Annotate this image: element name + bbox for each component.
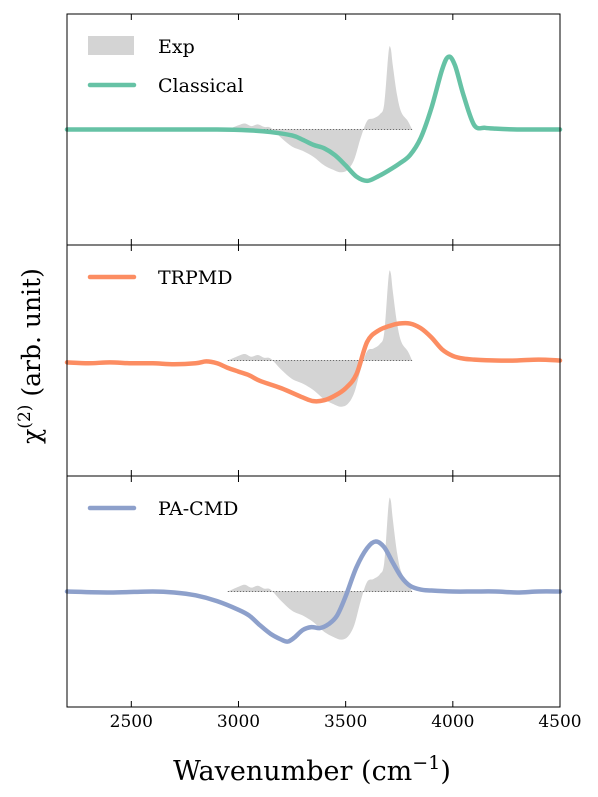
x-tick-label-3: 4000 — [431, 712, 474, 732]
panel-classical: Exp Classical — [64, 13, 563, 246]
legend-trpmd-label: TRPMD — [158, 267, 232, 289]
legend-exp-swatch — [88, 36, 134, 55]
x-tick-label-4: 4500 — [538, 712, 581, 732]
legend-classical-label: Classical — [158, 75, 244, 97]
x-tick-label-1: 3000 — [217, 712, 260, 732]
series-line-pacmd — [64, 539, 563, 644]
panel-frame-pacmd — [66, 475, 561, 708]
panel-trpmd: TRPMD — [64, 244, 563, 477]
x-axis-label: Wavenumber — [173, 756, 352, 787]
exp-area-trpmd — [227, 270, 413, 407]
y-axis-symbol: χ — [17, 429, 46, 444]
y-axis-title: χ(2) (arb. unit) — [15, 268, 46, 444]
x-axis-unit-close: ) — [440, 756, 451, 787]
y-axis-unit: (arb. unit) — [17, 268, 46, 404]
x-axis-unit: (cm — [361, 756, 412, 787]
x-tick-label-0: 2500 — [110, 712, 153, 732]
exp-area-pacmd — [227, 497, 413, 640]
legend-exp-label: Exp — [158, 36, 195, 58]
x-axis-title: Wavenumber (cm−1) — [173, 752, 451, 787]
panel-pacmd: PA-CMD — [64, 475, 563, 708]
legend-pacmd-label: PA-CMD — [158, 498, 238, 520]
x-tick-labels: 2500 3000 3500 4000 4500 — [110, 712, 582, 732]
x-axis-unit-exponent: −1 — [412, 752, 440, 774]
exp-area-classical — [227, 46, 413, 173]
panels-layer: Exp Classical TRPMD PA-CMD — [64, 13, 563, 708]
series-line-trpmd — [64, 320, 563, 404]
y-axis-exponent: (2) — [15, 405, 35, 429]
x-tick-label-2: 3500 — [324, 712, 367, 732]
series-line-classical — [64, 54, 563, 184]
